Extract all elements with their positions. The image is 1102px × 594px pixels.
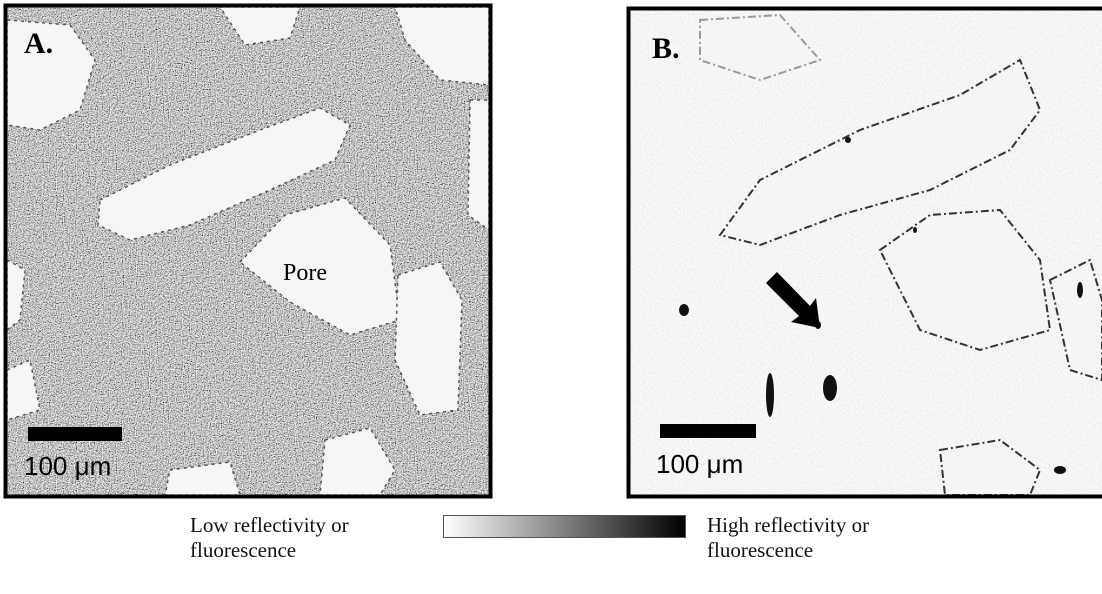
- figure: A. Pore 100 μm B. 100 μm: [0, 0, 1102, 594]
- panel-a-image: [7, 7, 489, 495]
- panel-label: A.: [24, 27, 53, 60]
- annotation: Pore: [283, 260, 327, 286]
- colorbar: [444, 516, 686, 538]
- figure-page: {"panels": [{"label": "A.", "annotation"…: [0, 0, 1102, 594]
- colorbar-low-label: Low reflectivity or fluorescence: [190, 513, 390, 563]
- scale-label: 100 μm: [24, 451, 111, 481]
- scale-bar: [28, 427, 122, 441]
- panel-b-image: [630, 10, 1102, 495]
- scale-bar: [660, 424, 756, 438]
- scale-label: 100 μm: [656, 449, 743, 479]
- panel-label: B.: [652, 32, 680, 65]
- colorbar-high-label: High reflectivity or fluorescence: [707, 513, 917, 563]
